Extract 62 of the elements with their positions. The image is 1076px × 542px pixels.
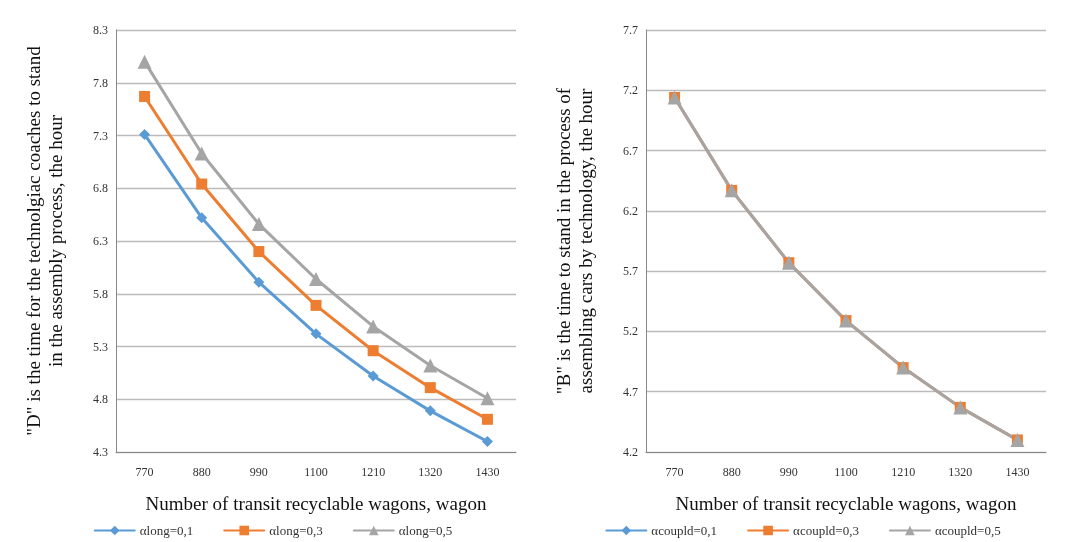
x-tick-label: 990: [249, 465, 268, 479]
y-tick-label: 5.8: [93, 286, 108, 301]
point: [139, 128, 151, 140]
y-tick-label: 6.7: [623, 143, 638, 158]
point: [424, 405, 436, 417]
x-tick-label: 1210: [361, 465, 386, 479]
y-tick-label: 4.8: [93, 392, 108, 407]
point: [194, 146, 209, 161]
x-tick-label: 990: [779, 465, 798, 479]
y-tick-label: 4.7: [623, 384, 638, 399]
x-tick-label: 1320: [418, 465, 443, 479]
y-tick-label: 6.8: [93, 181, 108, 196]
point: [310, 299, 322, 311]
x-tick-label: 1320: [948, 465, 973, 479]
y-tick-label: 5.7: [623, 264, 638, 279]
legend-label: αlong=0,1: [139, 523, 194, 538]
point: [424, 382, 436, 394]
x-axis-title: Number of transit recyclable wagons, wagon: [675, 493, 1017, 514]
x-tick-label: 1100: [834, 465, 858, 479]
x-tick-label: 1100: [304, 465, 328, 479]
y-tick-label: 8.3: [93, 23, 108, 37]
point: [139, 90, 151, 102]
x-axis-title: Number of transit recyclable wagons, wagon: [145, 493, 487, 514]
y-axis-title: "D" is the time for the technolgiac coaches to stand in the assembly process, the hour: [22, 45, 66, 436]
x-tick-label: 880: [192, 465, 211, 479]
point: [137, 54, 152, 69]
y-tick-label: 4.3: [93, 445, 108, 459]
y-tick-label: 7.2: [623, 83, 638, 98]
point: [253, 246, 265, 258]
point: [253, 276, 265, 288]
y-tick-label: 7.7: [623, 23, 638, 37]
x-tick-label: 1210: [891, 465, 916, 479]
x-tick-label: 1430: [475, 465, 500, 479]
legend-label: αcoupld=0,1: [651, 523, 718, 538]
point: [251, 217, 266, 232]
y-tick-label: 7.3: [93, 128, 108, 143]
y-tick-label: 6.2: [623, 203, 638, 218]
y-tick-label: 7.8: [93, 75, 108, 90]
y-axis-title: "B" is the time to stand in the process of assembling cars by technology, the hour: [552, 87, 596, 395]
point: [423, 358, 438, 373]
legend-label: αcoupld=0,3: [793, 523, 859, 538]
y-tick-label: 4.2: [623, 445, 638, 459]
point: [480, 391, 495, 406]
x-tick-label: 770: [665, 465, 684, 479]
x-tick-label: 770: [135, 465, 154, 479]
point: [366, 319, 381, 334]
legend-label: αlong=0,5: [398, 523, 453, 538]
point: [196, 178, 208, 190]
y-tick-label: 5.3: [93, 339, 108, 354]
point: [367, 345, 379, 357]
point: [309, 271, 323, 286]
point: [481, 435, 493, 447]
point: [481, 413, 493, 425]
point: [310, 328, 322, 340]
legend-label: αlong=0,3: [269, 523, 323, 538]
point: [196, 212, 208, 224]
y-tick-label: 6.3: [93, 234, 108, 248]
legend-label: αcoupld=0,5: [934, 523, 1001, 538]
point: [367, 370, 379, 382]
y-tick-label: 5.2: [623, 324, 638, 339]
x-tick-label: 880: [722, 465, 741, 479]
x-tick-label: 1430: [1005, 465, 1030, 479]
